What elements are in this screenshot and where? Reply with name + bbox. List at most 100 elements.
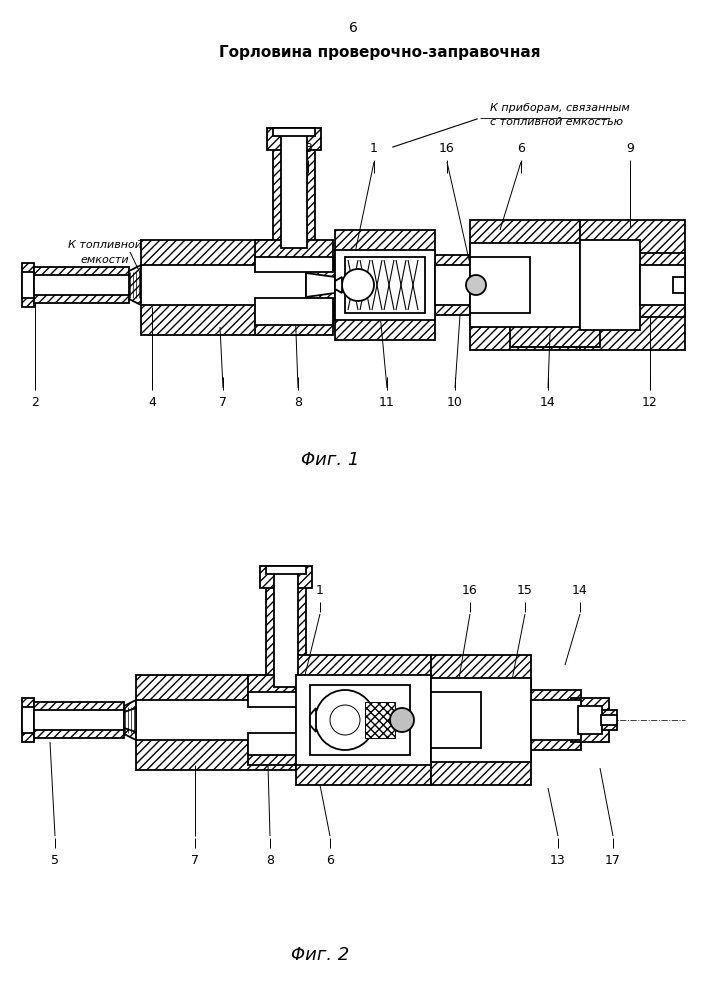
Bar [580,240,640,330]
Bar [435,255,470,315]
Text: 7: 7 [219,395,227,408]
Bar [22,707,34,733]
Polygon shape [124,700,136,740]
Bar [431,655,531,785]
Bar [260,566,312,588]
Bar [431,678,531,762]
Bar [22,698,34,742]
Text: 10: 10 [447,395,463,408]
Bar [136,700,296,740]
Text: Φиг. 1: Φиг. 1 [300,451,359,469]
Bar [281,133,307,248]
Bar [273,128,315,136]
Polygon shape [306,273,335,297]
Bar [601,715,617,725]
Bar [267,128,321,150]
Bar [470,257,530,313]
Circle shape [342,269,374,301]
Bar [255,298,333,325]
Text: 14: 14 [572,584,588,596]
Text: 8: 8 [266,854,274,866]
Text: 2: 2 [31,395,39,408]
Circle shape [390,708,414,732]
Bar [34,710,124,730]
Bar [266,566,306,574]
Text: 14: 14 [540,395,556,408]
Polygon shape [306,265,335,305]
Circle shape [315,690,375,750]
Bar [296,675,431,765]
Text: 3: 3 [304,141,312,154]
Bar [365,702,395,738]
Bar [470,243,580,327]
Bar [34,702,124,738]
Text: 8: 8 [294,395,302,408]
Text: емкости: емкости [81,255,129,265]
Text: 12: 12 [642,395,658,408]
Bar [335,230,435,340]
Polygon shape [335,277,342,293]
Bar [124,706,136,734]
Text: 9: 9 [626,141,634,154]
Text: 13: 13 [550,854,566,866]
Circle shape [466,275,486,295]
Bar [22,272,34,298]
Text: 6: 6 [326,854,334,866]
Text: 11: 11 [379,395,395,408]
Bar [248,725,328,765]
Bar [580,220,685,350]
Bar [673,271,685,299]
Text: 16: 16 [439,141,455,154]
Polygon shape [124,708,136,732]
Bar [248,733,328,755]
Bar [255,240,333,285]
Text: 16: 16 [462,584,478,596]
Text: 6: 6 [349,21,358,35]
Text: К приборам, связанным: К приборам, связанным [490,103,630,113]
Bar [266,572,306,687]
Bar [296,655,431,785]
Text: 7: 7 [191,854,199,866]
Bar [640,253,685,317]
Bar [531,690,581,750]
Bar [345,257,425,313]
Bar [34,267,129,303]
Bar [601,710,617,730]
Bar [310,685,410,755]
Bar [510,325,600,347]
Bar [431,692,481,748]
Text: 17: 17 [605,854,621,866]
Circle shape [330,705,360,735]
Bar [248,692,328,707]
Text: 5: 5 [51,854,59,866]
Bar [470,220,580,350]
Bar [22,263,34,307]
Bar [248,675,328,717]
Text: 6: 6 [517,141,525,154]
Text: Φиг. 2: Φиг. 2 [291,946,349,964]
Bar [673,277,685,293]
Text: 1: 1 [370,141,378,154]
Text: 1: 1 [316,584,324,596]
Bar [129,271,141,299]
Bar [34,275,129,295]
Polygon shape [129,265,141,305]
Bar [274,572,298,687]
Bar [136,675,296,770]
Bar [531,700,581,740]
Bar [255,257,333,272]
Bar [273,133,315,248]
Bar [141,240,306,335]
Bar [578,706,602,734]
Bar [141,265,306,305]
Text: 4: 4 [148,395,156,408]
Text: Горловина проверочно-заправочная: Горловина проверочно-заправочная [219,44,541,60]
Bar [571,698,609,742]
Bar [640,265,685,305]
Text: К топливной: К топливной [68,240,142,250]
Text: с топливной емкостью: с топливной емкостью [490,117,623,127]
Polygon shape [310,708,316,732]
Bar [335,250,435,320]
Bar [255,290,333,335]
Bar [435,265,470,305]
